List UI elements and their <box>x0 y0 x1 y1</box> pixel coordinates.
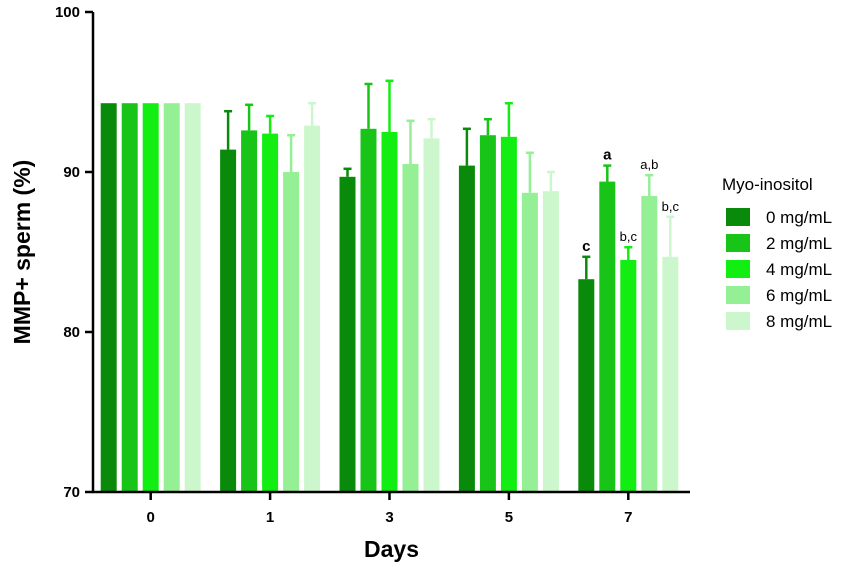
bar-day-1-2-mg-ml <box>241 130 258 492</box>
error-bars-layer <box>224 79 675 280</box>
bar-day-3-0-mg-ml <box>339 176 356 493</box>
bar-day-5-0-mg-ml <box>458 165 475 492</box>
bar-day-3-8-mg-ml <box>423 138 440 492</box>
bar-day-7-4-mg-ml <box>620 260 637 492</box>
annotation-2: b,c <box>620 229 638 244</box>
y-tick-label-80: 80 <box>63 324 80 341</box>
bar-day-7-6-mg-ml <box>641 196 658 492</box>
bar-day-1-8-mg-ml <box>304 125 321 492</box>
legend: Myo-inositol 0 mg/mL 2 mg/mL 4 mg/mL 6 mg/m… <box>722 175 832 331</box>
legend-label-2: 4 mg/mL <box>766 260 832 279</box>
bar-day-0-2-mg-ml <box>121 103 138 492</box>
bar-day-0-4-mg-ml <box>142 103 159 492</box>
bar-day-1-4-mg-ml <box>262 133 279 492</box>
x-tick-label-5: 5 <box>505 509 513 526</box>
bar-day-0-0-mg-ml <box>100 103 117 492</box>
legend-title: Myo-inositol <box>722 175 813 194</box>
x-tick-label-1: 1 <box>266 509 274 526</box>
y-tick-label-90: 90 <box>63 164 80 181</box>
x-tick-label-3: 3 <box>385 509 393 526</box>
bar-day-3-6-mg-ml <box>402 164 419 492</box>
annotation-0: c <box>582 238 590 255</box>
bar-day-1-6-mg-ml <box>283 172 300 492</box>
annotations-layer: c a b,c a,b b,c <box>582 147 679 255</box>
bar-day-5-4-mg-ml <box>500 136 517 493</box>
bar-day-5-8-mg-ml <box>542 191 559 492</box>
legend-swatch-4 <box>726 312 750 330</box>
bar-day-1-0-mg-ml <box>220 149 237 492</box>
y-tick-label-100: 100 <box>55 4 80 21</box>
bar-day-7-8-mg-ml <box>662 256 679 492</box>
legend-swatch-3 <box>726 286 750 304</box>
legend-label-1: 2 mg/mL <box>766 234 832 253</box>
bar-day-3-2-mg-ml <box>360 128 377 493</box>
legend-label-3: 6 mg/mL <box>766 286 832 305</box>
legend-swatch-2 <box>726 260 750 278</box>
y-tick-label-70: 70 <box>63 484 80 501</box>
legend-label-0: 0 mg/mL <box>766 208 832 227</box>
x-tick-label-0: 0 <box>147 509 155 526</box>
x-axis: 0 1 3 5 7 <box>92 490 690 526</box>
x-axis-title: Days <box>364 536 419 562</box>
y-axis: 70 80 90 100 <box>55 4 95 501</box>
x-tick-label-7: 7 <box>624 509 632 526</box>
legend-swatch-0 <box>726 208 750 226</box>
legend-label-4: 8 mg/mL <box>766 312 832 331</box>
annotation-1: a <box>603 147 612 164</box>
y-axis-title: MMP+ sperm (%) <box>9 160 35 345</box>
bar-day-0-6-mg-ml <box>163 103 180 492</box>
annotation-3: a,b <box>640 157 658 172</box>
annotation-4: b,c <box>662 199 680 214</box>
bar-day-5-2-mg-ml <box>479 135 496 492</box>
bar-day-0-8-mg-ml <box>184 103 201 492</box>
bar-day-5-6-mg-ml <box>521 192 538 493</box>
bars-layer <box>100 103 679 493</box>
legend-swatch-1 <box>726 234 750 252</box>
bar-day-7-0-mg-ml <box>578 279 595 492</box>
bar-day-3-4-mg-ml <box>381 132 398 492</box>
bar-day-7-2-mg-ml <box>599 181 616 492</box>
